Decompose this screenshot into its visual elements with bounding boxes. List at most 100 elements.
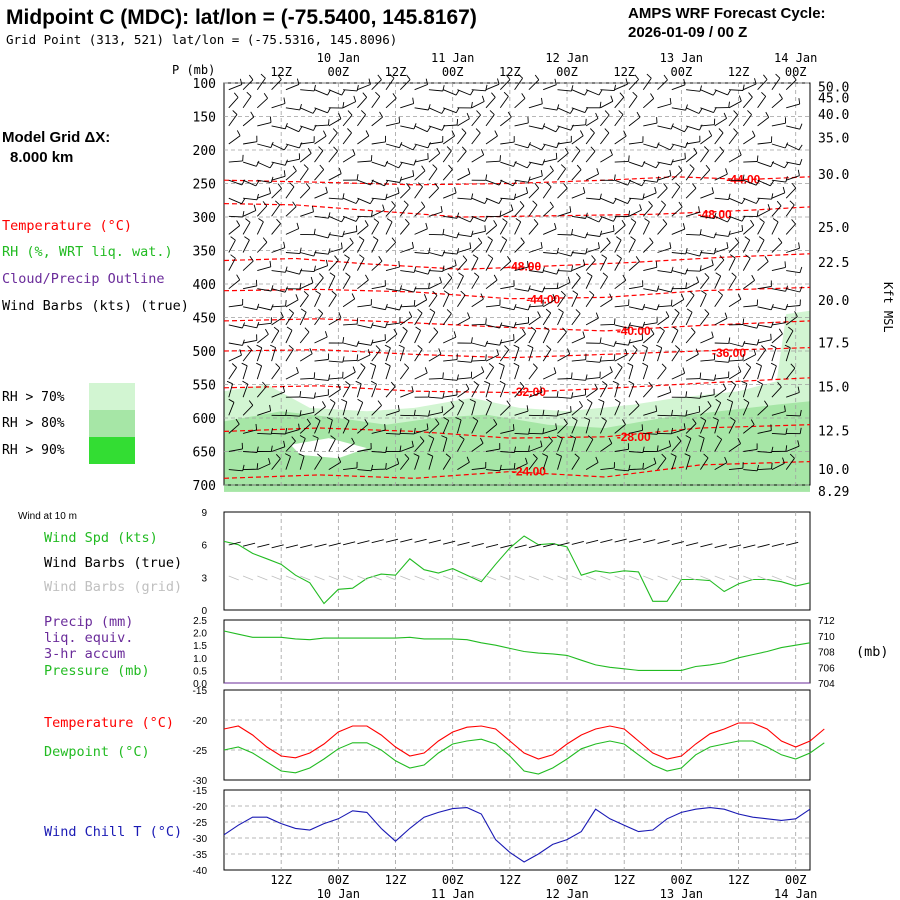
wind-barb-feather bbox=[250, 111, 255, 118]
wind-panel-ytick-label: 0 bbox=[201, 606, 207, 617]
wind-barb-feather bbox=[285, 409, 288, 416]
wind-barb-feather bbox=[306, 418, 311, 425]
wind-barb-feather bbox=[582, 259, 586, 266]
wind-barb-feather bbox=[456, 232, 460, 239]
wind-barb bbox=[500, 179, 514, 187]
wind-barb bbox=[543, 158, 557, 163]
wind-barb bbox=[314, 124, 329, 127]
top-hour-label: 00Z bbox=[327, 65, 349, 79]
wind-barb bbox=[428, 377, 443, 380]
wind-barb bbox=[343, 231, 357, 235]
wind-barb-feather bbox=[585, 118, 587, 125]
wind-barb-feather bbox=[399, 428, 402, 435]
precip-panel-ytick-label: 0.0 bbox=[193, 679, 207, 690]
wind10m-barb-true bbox=[457, 541, 470, 546]
wind-barb-feather bbox=[772, 218, 779, 223]
legend-wind-barbs: Wind Barbs (kts) (true) bbox=[2, 298, 189, 314]
pressure-tick-label: 200 bbox=[193, 144, 216, 159]
wind-barb bbox=[328, 197, 343, 200]
wind-barb-feather bbox=[428, 282, 430, 289]
wind-barb bbox=[500, 285, 515, 290]
wind-barb-feather bbox=[364, 220, 369, 226]
wind-barb-feather bbox=[429, 308, 436, 313]
pressure-tick-label: 700 bbox=[193, 479, 216, 494]
wind-barb bbox=[428, 331, 439, 344]
wind-barb bbox=[699, 293, 707, 307]
wind10m-barb-grid bbox=[514, 575, 525, 581]
wind-barb bbox=[228, 342, 243, 346]
wind-barb bbox=[228, 84, 242, 91]
wind-barb bbox=[400, 103, 414, 109]
wind-barb bbox=[700, 135, 712, 145]
wind-barb bbox=[256, 221, 264, 235]
wind-barb-feather bbox=[369, 198, 374, 204]
wind-barb bbox=[385, 97, 397, 109]
wind-barb bbox=[700, 359, 715, 362]
wind-barb bbox=[314, 378, 329, 381]
wind10m-barb-grid bbox=[771, 575, 783, 581]
wind-barb bbox=[686, 89, 701, 92]
wind-barb-feather bbox=[256, 344, 263, 349]
wind-barb-feather bbox=[231, 363, 237, 368]
wind-barb bbox=[457, 118, 470, 127]
wind-barb bbox=[485, 225, 497, 235]
wind-barb-feather bbox=[427, 104, 431, 111]
wind-barb-feather bbox=[502, 218, 508, 223]
wind-barb-feather bbox=[247, 345, 253, 351]
wind-barb-feather bbox=[563, 183, 568, 189]
wind-barb-feather bbox=[462, 255, 468, 261]
wind-barb bbox=[543, 125, 557, 133]
wind-barb bbox=[714, 118, 727, 127]
wind-barb-feather bbox=[260, 73, 266, 79]
wind-barb bbox=[371, 161, 386, 167]
wind-barb bbox=[599, 257, 608, 271]
wind-barb-feather bbox=[532, 200, 538, 206]
wind-barb bbox=[699, 420, 707, 434]
wind-barb-feather bbox=[556, 410, 559, 417]
wind-barb bbox=[457, 132, 467, 145]
wind-barb bbox=[243, 339, 257, 344]
wind-barb-feather bbox=[338, 167, 342, 174]
wind-barb-feather bbox=[589, 290, 595, 296]
wind-barb-feather bbox=[285, 266, 288, 273]
wind-barb bbox=[457, 438, 465, 452]
wind-barb-feather bbox=[541, 97, 543, 104]
wind10m-barb-grid bbox=[571, 575, 582, 581]
wind-barb bbox=[371, 239, 379, 253]
wind-barb bbox=[499, 405, 511, 416]
wind-barb-feather bbox=[541, 144, 546, 151]
wind-barb-feather bbox=[499, 464, 502, 471]
wind-barb-feather bbox=[491, 92, 496, 98]
wind-barb bbox=[443, 192, 457, 199]
wind-barb bbox=[271, 247, 285, 253]
wind-barb-feather bbox=[470, 193, 474, 200]
wind-barb bbox=[628, 405, 640, 416]
precip-panel-ytick-label: 1.0 bbox=[193, 654, 207, 665]
temperature-contour-label: -24.00 bbox=[512, 465, 546, 479]
wind-barb bbox=[342, 257, 350, 271]
wind-barb-feather bbox=[571, 392, 574, 399]
wind-barb bbox=[571, 378, 586, 381]
wind-barb-feather bbox=[270, 141, 274, 148]
wind-barb-feather bbox=[244, 236, 250, 241]
wind-barb bbox=[471, 371, 485, 380]
wind-barb-feather bbox=[563, 418, 568, 424]
wind-barb-feather bbox=[646, 73, 652, 79]
wind-barb bbox=[600, 89, 615, 92]
wind-barb-feather bbox=[311, 205, 314, 212]
wind-barb bbox=[371, 451, 386, 453]
wind-barb bbox=[714, 233, 729, 237]
wind-barb bbox=[771, 462, 785, 471]
wind-barb-feather bbox=[698, 206, 700, 213]
wind-barb bbox=[399, 79, 411, 91]
wind-barb bbox=[442, 169, 453, 181]
wind-barb-feather bbox=[286, 326, 293, 331]
wind-barb bbox=[671, 252, 686, 255]
wind-barb bbox=[500, 260, 512, 271]
wind-barb-feather bbox=[532, 363, 538, 369]
wind-barb bbox=[685, 211, 700, 217]
temp-panel-ytick-label: -20 bbox=[193, 716, 208, 727]
wind-barb bbox=[571, 336, 585, 344]
wind-barb-feather bbox=[255, 180, 260, 187]
wind-barb bbox=[657, 79, 668, 91]
